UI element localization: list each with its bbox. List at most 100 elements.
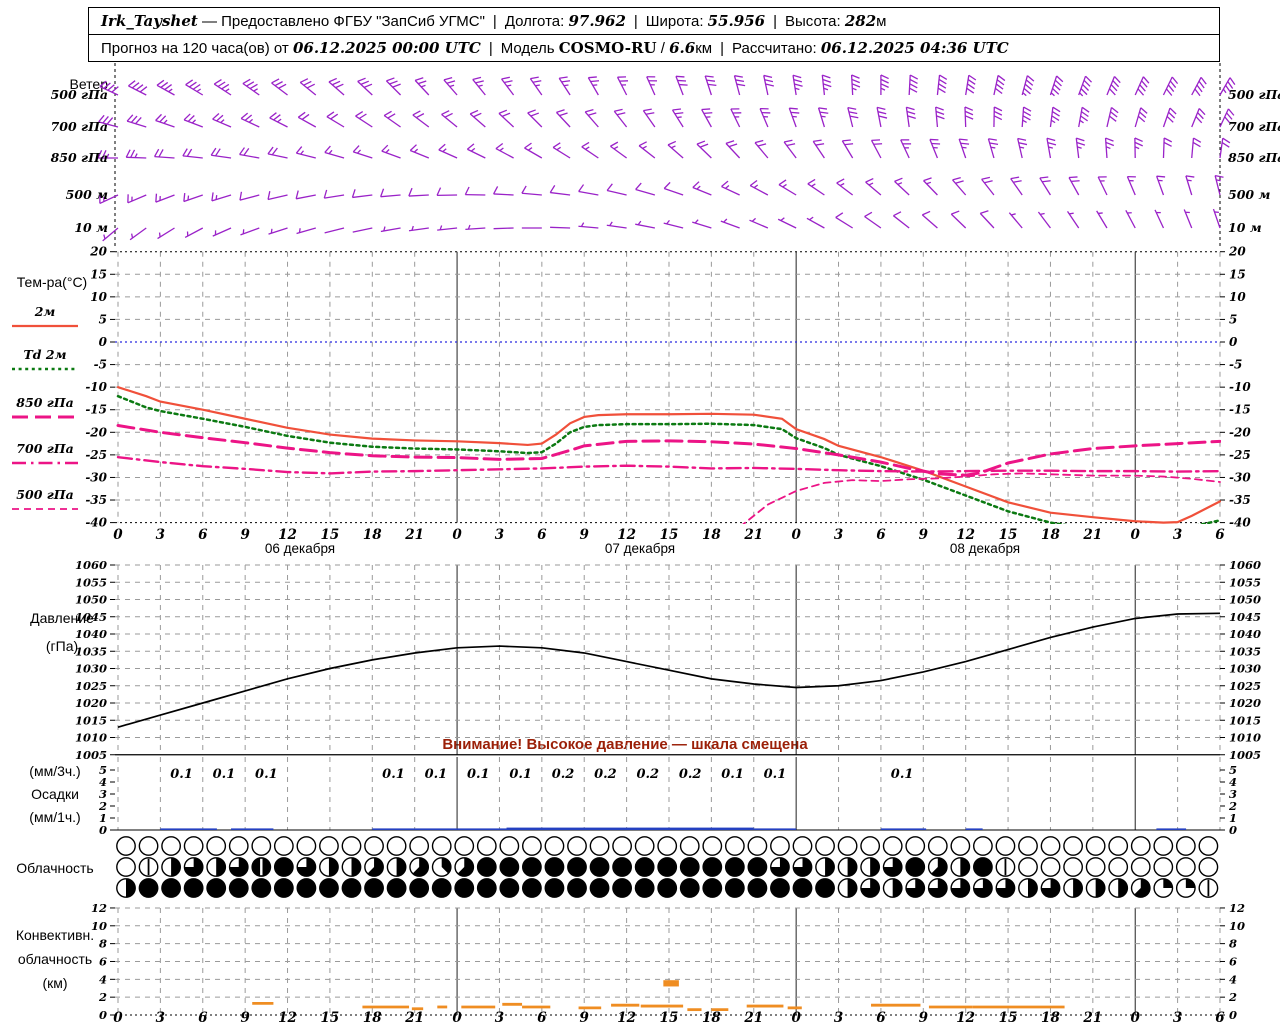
precip-sum-label: 0.2: [679, 767, 702, 782]
svg-text:6: 6: [876, 527, 886, 543]
series-t500: [742, 472, 1221, 524]
svg-text:10: 10: [1229, 290, 1246, 304]
series-t700: [116, 455, 1221, 475]
precip-sum-label: 0.1: [891, 767, 914, 782]
cloud-cover-symbol: [1175, 857, 1196, 877]
svg-text:-40: -40: [1229, 516, 1251, 530]
svg-text:0: 0: [113, 527, 123, 543]
svg-text:-25: -25: [85, 448, 107, 462]
cloud-cover-symbol: [927, 836, 948, 856]
cloud-cover-symbol: [183, 836, 204, 856]
svg-text:1030: 1030: [1229, 662, 1261, 676]
cloud-cover-symbol: [1018, 836, 1038, 856]
cloud-cover-symbol: [950, 857, 971, 877]
cloud-cover-symbol: [544, 857, 565, 877]
svg-text:1020: 1020: [1229, 696, 1261, 710]
svg-text:15: 15: [321, 1010, 340, 1024]
header-text: — Предоставлено ФГБУ "ЗапСиб УГМС": [197, 13, 485, 30]
cloud-cover-symbol: [499, 878, 520, 898]
cloud-cover-symbol: [882, 857, 903, 877]
cloud-cover-symbol: [1153, 857, 1174, 877]
svg-text:10: 10: [90, 290, 107, 304]
cloud-cover-symbol: [206, 857, 227, 877]
cloud-cover-symbol: [386, 878, 407, 898]
svg-text:1010: 1010: [1229, 731, 1261, 745]
header-text: |: [773, 13, 777, 30]
header-row-forecast: Прогноз на 120 часа(ов) от 06.12.2025 00…: [89, 35, 1219, 61]
cloud-cover-symbol: [161, 878, 182, 898]
svg-text:1050: 1050: [75, 593, 107, 607]
svg-text:5: 5: [1229, 312, 1237, 326]
svg-text:-40: -40: [85, 516, 107, 530]
svg-text:1040: 1040: [75, 627, 107, 641]
cloud-cover-symbol: [1130, 857, 1151, 877]
cloud-cover-symbol: [1085, 857, 1106, 877]
cloud-cover-symbol: [454, 857, 475, 877]
cloud-cover-symbol: [319, 836, 339, 856]
date-label-dec6: 06 декабря: [265, 541, 335, 556]
cloud-cover-symbol: [251, 857, 272, 877]
svg-text:-20: -20: [85, 425, 107, 439]
cloud-cover-symbol: [792, 857, 813, 877]
cloud-cover-symbol: [138, 878, 159, 898]
cloud-cover-symbol: [296, 857, 317, 877]
cloud-cover-symbol: [567, 878, 587, 898]
svg-text:15: 15: [660, 527, 679, 543]
cloud-cover-symbol: [995, 878, 1016, 898]
cloud-cover-symbol: [679, 878, 700, 898]
cloud-cover-symbol: [860, 857, 881, 877]
precip-bar: [506, 827, 754, 830]
pressure-warning-text: Внимание! Высокое давление — шкала смеще…: [442, 736, 808, 753]
grid-layer: [110, 63, 1225, 1016]
header-box: Irk_Tayshet — Предоставлено ФГБУ "ЗапСиб…: [88, 7, 1220, 62]
svg-text:21: 21: [1082, 1010, 1102, 1024]
precip-sum-label: 0.1: [255, 767, 278, 782]
svg-text:0: 0: [1229, 1008, 1237, 1022]
svg-text:0: 0: [99, 823, 107, 837]
cloud-cover-symbol: [499, 857, 520, 877]
cloud-cover-symbol: [1198, 878, 1219, 898]
header-text: 282: [844, 12, 877, 30]
precip-sum-label: 0.1: [170, 767, 193, 782]
svg-text:6: 6: [198, 527, 208, 543]
cloud-cover-symbol: [770, 836, 790, 856]
svg-text:-5: -5: [94, 358, 107, 372]
precip-panel-label: Осадки: [31, 786, 79, 802]
svg-text:6: 6: [1215, 1010, 1225, 1024]
cloud-cover-symbol: [589, 857, 610, 877]
svg-text:0: 0: [791, 527, 801, 543]
cloud-cover-symbol: [476, 836, 497, 856]
cloud-cover-symbol: [1108, 857, 1129, 877]
cloud-cover-symbol: [544, 878, 565, 898]
precip-sum-label: 0.1: [764, 767, 787, 782]
svg-text:9: 9: [919, 1010, 929, 1024]
header-text: Irk_Tayshet: [101, 12, 198, 30]
svg-text:1025: 1025: [75, 679, 107, 693]
svg-text:-30: -30: [85, 470, 107, 484]
svg-text:9: 9: [580, 1010, 590, 1024]
cloud-cover-symbol: [1018, 878, 1038, 898]
cloud-cover-symbol: [319, 857, 339, 877]
header-text: 06.12.2025 04:36 UTC: [820, 39, 1009, 57]
cloud-cover-symbol: [724, 878, 745, 898]
cloud-cover-symbol: [116, 857, 136, 877]
svg-text:8: 8: [1229, 937, 1237, 951]
cloud-cover-symbol: [454, 878, 475, 898]
svg-text:15: 15: [90, 267, 107, 281]
svg-text:0: 0: [1131, 1010, 1141, 1024]
cloud-cover-symbol: [409, 836, 430, 856]
svg-text:3: 3: [1229, 787, 1237, 801]
svg-text:-15: -15: [1229, 403, 1251, 417]
cloud-cover-symbol: [860, 878, 881, 898]
svg-text:10: 10: [91, 919, 107, 933]
svg-text:-20: -20: [1229, 425, 1251, 439]
svg-text:6: 6: [537, 1010, 547, 1024]
cloud-cover-symbol: [973, 878, 993, 898]
cloud-cover-symbol: [815, 857, 835, 877]
svg-text:9: 9: [580, 527, 590, 543]
svg-text:1025: 1025: [1229, 679, 1261, 693]
cloud-cover-symbol: [770, 878, 790, 898]
cloud-cover-symbol: [183, 857, 204, 877]
svg-text:500 м: 500 м: [1228, 187, 1270, 202]
